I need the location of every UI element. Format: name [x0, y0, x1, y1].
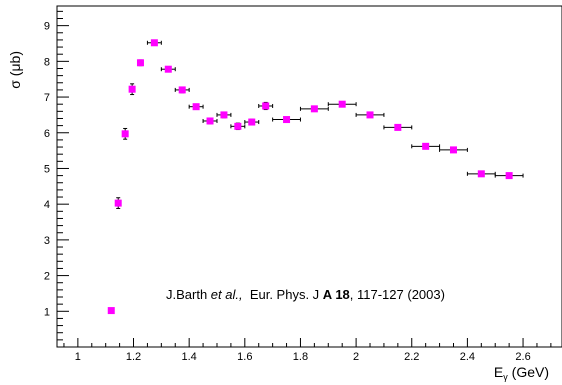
data-point [422, 142, 430, 150]
x-tick-label: 1.6 [237, 351, 252, 363]
y-tick-label: 3 [44, 235, 50, 247]
data-point [192, 103, 200, 111]
note-pages: , 117-127 (2003) [350, 287, 445, 302]
data-point [220, 111, 228, 119]
y-tick-label: 4 [44, 199, 50, 211]
x-tick-label: 2.2 [404, 351, 419, 363]
data-point [114, 199, 122, 207]
data-point [234, 122, 242, 130]
data-point [150, 39, 158, 47]
data-point [394, 123, 402, 131]
data-point [366, 111, 374, 119]
data-point [121, 130, 129, 138]
x-tick-label: 2.4 [460, 351, 475, 363]
x-tick-label: 1.8 [293, 351, 308, 363]
y-tick-label: 8 [44, 56, 50, 68]
note-author: J.Barth [166, 287, 211, 302]
x-axis-ticks: 1 1.2 1.4 1.6 1.8 2 2.2 2.4 2.6 [63, 338, 552, 363]
x-tick-label: 2.6 [515, 351, 530, 363]
x-axis-title-main: E [494, 364, 503, 380]
y-tick-label: 7 [44, 92, 50, 104]
note-journal: Eur. Phys. J [243, 287, 323, 302]
data-point [136, 59, 144, 67]
plot-frame [56, 5, 562, 348]
data-point [206, 117, 214, 125]
y-tick-label: 1 [44, 306, 50, 318]
x-axis-title-unit: (GeV) [508, 364, 549, 380]
data-point [477, 170, 485, 178]
data-point [107, 307, 115, 315]
data-point [505, 172, 513, 180]
data-point [164, 65, 172, 73]
data-point [128, 85, 136, 93]
x-tick-label: 2 [353, 351, 359, 363]
data-point [283, 116, 291, 124]
data-point [338, 100, 346, 108]
reference-note: J.Barth et al., Eur. Phys. J A 18, 117-1… [166, 287, 445, 302]
x-axis-title: Eγ (GeV) [494, 364, 549, 382]
data-point [178, 86, 186, 94]
y-axis-title: σ (μb) [7, 51, 23, 89]
x-tick-label: 1.2 [126, 351, 141, 363]
x-tick-label: 1 [75, 351, 81, 363]
data-point [310, 105, 318, 113]
data-point [449, 146, 457, 154]
x-tick-label: 1.4 [182, 351, 197, 363]
note-volume: A 18 [323, 287, 350, 302]
x-axis-title-subscript: γ [503, 372, 508, 382]
y-tick-label: 2 [44, 271, 50, 283]
y-tick-label: 9 [44, 21, 50, 33]
y-tick-label: 5 [44, 163, 50, 175]
data-point [248, 118, 256, 126]
data-points [107, 39, 524, 315]
data-point [262, 102, 270, 110]
y-tick-label: 6 [44, 128, 50, 140]
y-axis-ticks: 1 2 3 4 5 6 7 8 9 [44, 10, 69, 348]
note-etal: et al., [211, 287, 243, 302]
